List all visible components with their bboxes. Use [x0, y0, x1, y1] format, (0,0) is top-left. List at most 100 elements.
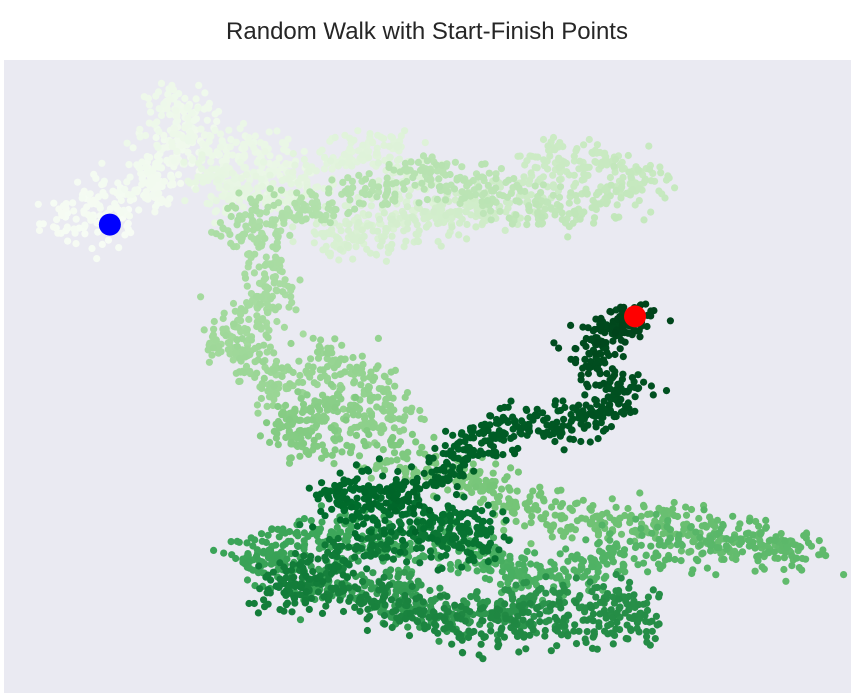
- walk-point: [245, 315, 253, 323]
- walk-point: [671, 555, 679, 564]
- walk-point: [229, 299, 238, 308]
- walk-point: [510, 432, 518, 441]
- walk-point: [652, 612, 661, 620]
- walk-point: [380, 529, 389, 538]
- walk-point: [117, 196, 125, 205]
- walk-point: [78, 194, 86, 202]
- walk-point: [81, 221, 89, 229]
- walk-point: [600, 574, 608, 582]
- walk-point: [218, 192, 226, 200]
- walk-point: [322, 569, 330, 577]
- walk-point: [512, 421, 520, 429]
- walk-point: [539, 173, 548, 181]
- walk-point: [236, 158, 244, 166]
- walk-point: [353, 522, 361, 530]
- walk-point: [264, 308, 272, 316]
- walk-point: [478, 160, 486, 168]
- walk-point: [687, 547, 695, 555]
- walk-point: [733, 550, 741, 558]
- walk-point: [387, 487, 395, 495]
- walk-point: [380, 573, 388, 582]
- walk-point: [326, 219, 334, 227]
- walk-point: [413, 478, 421, 486]
- walk-point: [242, 222, 250, 230]
- walk-point: [34, 200, 42, 208]
- walk-point: [634, 561, 642, 569]
- walk-point: [138, 158, 146, 166]
- walk-point: [358, 467, 366, 475]
- walk-point: [354, 501, 362, 510]
- walk-point: [184, 148, 192, 156]
- walk-point: [295, 211, 303, 219]
- walk-point: [713, 516, 722, 524]
- walk-point: [473, 588, 481, 596]
- walk-point: [485, 566, 493, 574]
- walk-point: [157, 195, 165, 203]
- walk-point: [402, 165, 411, 173]
- walk-point: [549, 133, 558, 142]
- walk-point: [316, 211, 324, 219]
- walk-point: [463, 235, 471, 243]
- walk-point: [454, 208, 463, 216]
- walk-point: [256, 432, 264, 440]
- walk-point: [582, 536, 590, 544]
- walk-point: [199, 178, 207, 186]
- walk-point: [590, 630, 599, 638]
- walk-point: [312, 205, 320, 213]
- walk-point: [648, 627, 656, 635]
- walk-point: [342, 517, 350, 525]
- walk-point: [320, 165, 328, 173]
- walk-point: [300, 147, 308, 156]
- walk-point: [423, 157, 431, 165]
- walk-point: [210, 317, 218, 326]
- walk-point: [408, 213, 416, 221]
- walk-point: [509, 602, 517, 610]
- walk-point: [146, 182, 154, 190]
- walk-point: [136, 165, 144, 173]
- walk-point: [256, 585, 264, 593]
- walk-point: [755, 552, 763, 560]
- walk-point: [319, 366, 327, 374]
- walk-point: [396, 526, 404, 534]
- walk-point: [235, 368, 244, 376]
- walk-point: [285, 459, 294, 467]
- walk-point: [98, 159, 106, 167]
- walk-point: [481, 526, 489, 534]
- walk-point: [426, 586, 434, 595]
- walk-point: [217, 130, 225, 138]
- walk-point: [273, 430, 281, 438]
- walk-point: [297, 394, 305, 402]
- walk-point: [136, 133, 144, 141]
- walk-point: [615, 595, 623, 603]
- walk-point: [541, 632, 549, 640]
- walk-point: [251, 132, 259, 140]
- walk-point: [373, 149, 381, 157]
- walk-point: [564, 632, 572, 640]
- walk-point: [757, 540, 765, 548]
- walk-point: [300, 155, 308, 164]
- walk-point: [495, 546, 503, 554]
- walk-point: [436, 592, 444, 600]
- walk-point: [279, 288, 287, 296]
- walk-point: [366, 395, 374, 403]
- walk-point: [508, 569, 516, 577]
- walk-point: [531, 153, 539, 161]
- walk-point: [74, 178, 82, 186]
- walk-point: [270, 349, 278, 357]
- walk-point: [329, 356, 337, 365]
- walk-point: [386, 153, 394, 161]
- walk-point: [255, 279, 264, 287]
- walk-point: [353, 494, 361, 502]
- walk-point: [197, 293, 205, 301]
- walk-point: [275, 154, 283, 162]
- walk-point: [607, 606, 615, 614]
- walk-point: [440, 615, 448, 623]
- walk-point: [364, 386, 372, 394]
- walk-point: [645, 142, 653, 150]
- walk-point: [440, 535, 448, 543]
- walk-point: [427, 533, 435, 542]
- walk-point: [426, 176, 434, 184]
- walk-point: [644, 593, 653, 601]
- walk-point: [267, 295, 275, 303]
- walk-point: [208, 351, 216, 359]
